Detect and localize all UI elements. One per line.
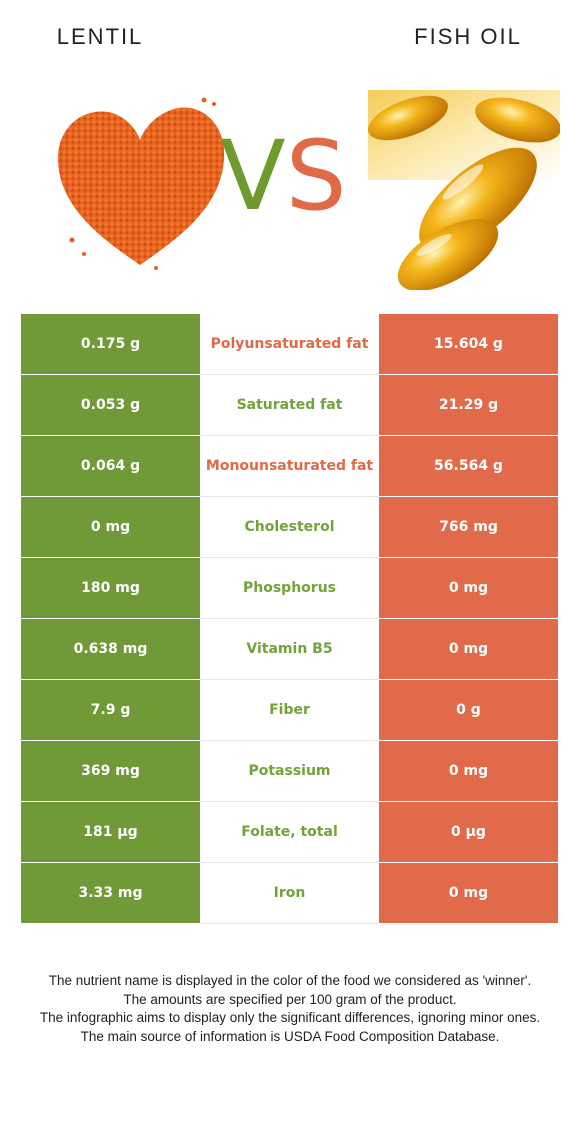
nutrient-name-cell: Potassium xyxy=(200,741,379,801)
right-value-cell: 0 µg xyxy=(379,802,558,863)
nutrient-name-cell: Polyunsaturated fat xyxy=(200,314,379,374)
right-value-cell: 56.564 g xyxy=(379,436,558,497)
fish-oil-svg xyxy=(368,90,561,291)
left-value-cell: 0.053 g xyxy=(21,375,200,436)
vs-label: VS xyxy=(220,128,347,224)
footnote-line: The amounts are specified per 100 gram o… xyxy=(123,991,457,1007)
right-value-cell: 0 mg xyxy=(379,558,558,619)
right-value-cell: 0 mg xyxy=(379,619,558,680)
right-food-title: FISH OIL xyxy=(414,24,522,49)
right-value-cell: 0 mg xyxy=(379,863,558,924)
left-value-cell: 0.638 mg xyxy=(21,619,200,680)
footnote-line: The nutrient name is displayed in the co… xyxy=(48,973,532,988)
lentil-heart-image xyxy=(44,90,236,290)
table-row: 180 mg Phosphorus 0 mg xyxy=(21,558,558,619)
nutrient-name-cell: Phosphorus xyxy=(200,558,379,618)
right-value-cell: 15.604 g xyxy=(379,314,558,375)
nutrient-name-cell: Vitamin B5 xyxy=(200,619,379,679)
table-row: 0.053 g Saturated fat 21.29 g xyxy=(21,375,558,436)
left-value-cell: 0.064 g xyxy=(21,436,200,497)
nutrient-name-cell: Saturated fat xyxy=(200,375,379,435)
nutrient-name-cell: Iron xyxy=(200,863,379,923)
left-value-cell: 369 mg xyxy=(21,741,200,802)
right-value-cell: 0 g xyxy=(379,680,558,741)
vs-s-letter: S xyxy=(285,120,347,232)
table-row: 7.9 g Fiber 0 g xyxy=(21,680,558,741)
table-row: 369 mg Potassium 0 mg xyxy=(21,741,558,802)
nutrient-name-cell: Cholesterol xyxy=(200,497,379,557)
comparison-table: 0.175 g Polyunsaturated fat 15.604 g 0.053 … xyxy=(21,314,558,924)
nutrient-name-cell: Fiber xyxy=(200,680,379,740)
vs-v-letter: V xyxy=(220,120,286,232)
table-row: 0.175 g Polyunsaturated fat 15.604 g xyxy=(21,314,558,375)
footnote-line: The main source of information is USDA F… xyxy=(80,1028,500,1044)
footnote: The nutrient name is displayed in the co… xyxy=(18,972,562,1046)
footnote-line: The infographic aims to display only the… xyxy=(39,1010,541,1025)
table-row: 0 mg Cholesterol 766 mg xyxy=(21,497,558,558)
left-value-cell: 180 mg xyxy=(21,558,200,619)
table-row: 3.33 mg Iron 0 mg xyxy=(21,863,558,924)
left-value-cell: 7.9 g xyxy=(21,680,200,741)
right-value-cell: 0 mg xyxy=(379,741,558,802)
left-value-cell: 0.175 g xyxy=(21,314,200,375)
right-value-cell: 766 mg xyxy=(379,497,558,558)
fish-oil-capsules-image xyxy=(368,90,561,291)
nutrient-name-cell: Monounsaturated fat xyxy=(200,436,379,496)
table-row: 0.064 g Monounsaturated fat 56.564 g xyxy=(21,436,558,497)
table-row: 181 µg Folate, total 0 µg xyxy=(21,802,558,863)
left-value-cell: 0 mg xyxy=(21,497,200,558)
right-value-cell: 21.29 g xyxy=(379,375,558,436)
left-food-title: LENTIL xyxy=(56,24,144,49)
left-value-cell: 3.33 mg xyxy=(21,863,200,924)
nutrient-name-cell: Folate, total xyxy=(200,802,379,862)
table-row: 0.638 mg Vitamin B5 0 mg xyxy=(21,619,558,680)
lentil-heart-svg xyxy=(58,97,225,270)
left-value-cell: 181 µg xyxy=(21,802,200,863)
